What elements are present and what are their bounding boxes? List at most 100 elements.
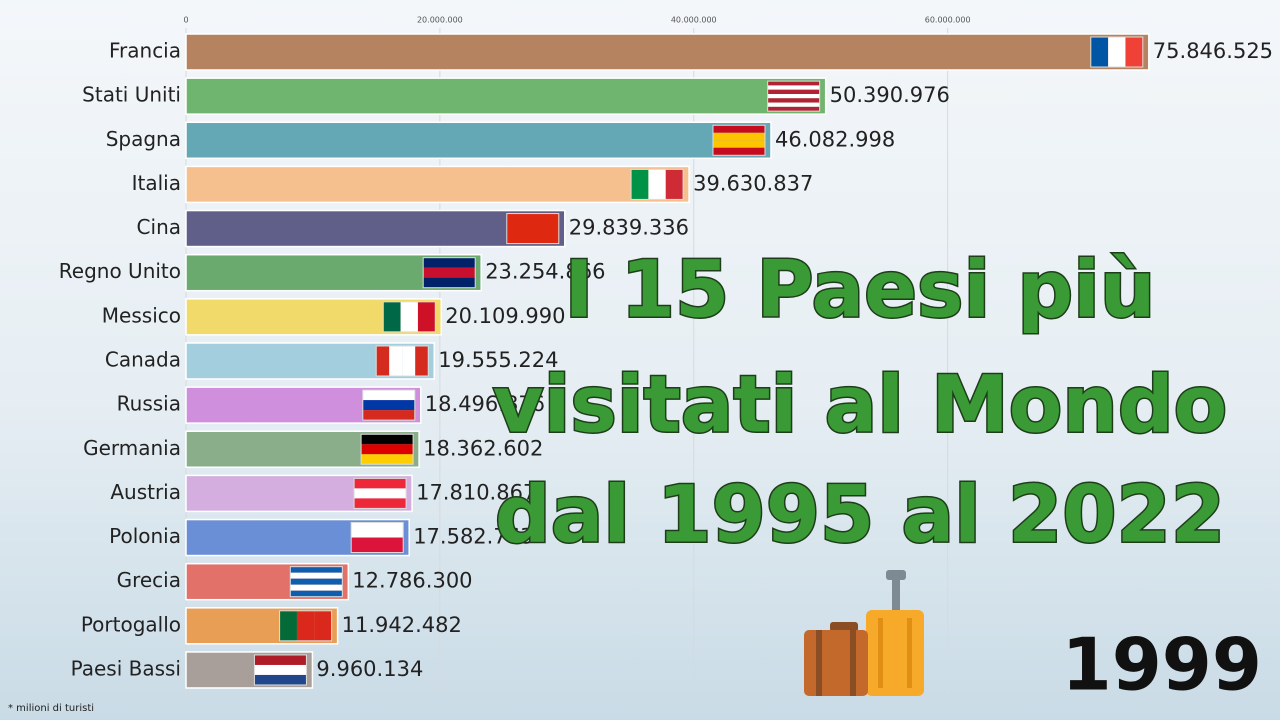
x-tick-label: 40.000.000 bbox=[671, 16, 717, 25]
title-line: dal 1995 al 2022 bbox=[495, 470, 1225, 560]
y-tick-label: Polonia bbox=[109, 524, 181, 548]
flag-stripe bbox=[361, 434, 414, 445]
flag-stripe bbox=[254, 654, 307, 665]
value-label: 20.109.990 bbox=[445, 304, 565, 328]
flag-border bbox=[289, 566, 343, 598]
y-tick-label: Messico bbox=[102, 303, 181, 327]
flag-stripe bbox=[254, 664, 307, 675]
flag-border bbox=[1090, 36, 1144, 68]
flag-stripe bbox=[648, 169, 666, 200]
flag-stripe bbox=[712, 132, 765, 141]
flag-stripe bbox=[254, 674, 307, 685]
flag-stripe bbox=[389, 345, 403, 376]
flag-stripe bbox=[767, 102, 820, 107]
value-label: 17.810.867 bbox=[416, 480, 536, 504]
y-tick-label: Spagna bbox=[106, 127, 181, 151]
bar bbox=[185, 165, 690, 204]
flag-stripe bbox=[290, 584, 343, 591]
flag-stripe bbox=[423, 267, 476, 278]
flag-stripe bbox=[362, 390, 415, 401]
flag-stripe bbox=[767, 106, 820, 112]
value-label: 17.582.763 bbox=[413, 525, 533, 549]
flag-stripe bbox=[351, 537, 404, 553]
bar bbox=[185, 33, 1150, 71]
y-tick-label: Regno Unito bbox=[59, 259, 181, 283]
flag-stripe bbox=[767, 93, 820, 99]
value-label: 11.942.482 bbox=[342, 613, 462, 637]
flag-stripe bbox=[290, 590, 343, 597]
flag-stripe bbox=[361, 454, 414, 465]
flag-border bbox=[362, 389, 416, 421]
flag-stripe bbox=[767, 98, 820, 103]
flag-stripe bbox=[665, 169, 684, 200]
flag-stripe bbox=[400, 301, 418, 332]
value-label: 19.555.224 bbox=[438, 348, 558, 372]
flag-stripe bbox=[712, 147, 765, 156]
flag-stripe bbox=[290, 578, 343, 585]
flag-stripe bbox=[631, 169, 649, 200]
flag-stripe bbox=[279, 610, 297, 641]
y-tick-label: Stati Uniti bbox=[82, 83, 181, 107]
value-label: 75.846.525 bbox=[1153, 39, 1273, 63]
flag-border bbox=[767, 80, 821, 112]
flag-stripe bbox=[376, 345, 390, 376]
bar bbox=[185, 121, 772, 160]
flag-border bbox=[353, 477, 407, 509]
flag-stripe bbox=[354, 498, 407, 509]
flag-stripe bbox=[361, 444, 414, 455]
flag-stripe bbox=[415, 345, 429, 376]
y-tick-label: Cina bbox=[137, 215, 181, 239]
x-tick-label: 20.000.000 bbox=[417, 16, 463, 25]
y-tick-label: Paesi Bassi bbox=[71, 656, 181, 680]
value-label: 23.254.866 bbox=[485, 260, 605, 284]
value-label: 9.960.134 bbox=[316, 657, 423, 681]
flag-border bbox=[506, 213, 560, 245]
y-tick-label: Italia bbox=[132, 171, 181, 195]
value-label: 29.839.336 bbox=[569, 216, 689, 240]
flag-stripe bbox=[712, 140, 765, 148]
y-tick-label: Francia bbox=[109, 39, 181, 63]
plot: 0 20.000.000 40.000.000 60.000.000 Francia 75… bbox=[59, 16, 1273, 700]
year-label: 1999 bbox=[1062, 623, 1262, 707]
flag-stripe bbox=[362, 410, 415, 421]
footnote: * milioni di turisti bbox=[8, 703, 94, 714]
flag-stripe bbox=[1108, 37, 1126, 67]
x-tick-label: 0 bbox=[183, 16, 188, 25]
luggage-icon bbox=[804, 570, 924, 696]
value-label: 46.082.998 bbox=[775, 127, 895, 151]
bar bbox=[185, 209, 566, 248]
flag-stripe bbox=[506, 213, 559, 244]
flag-stripe bbox=[354, 478, 407, 489]
flag-stripe bbox=[383, 301, 401, 332]
flag-stripe bbox=[351, 522, 404, 538]
flag-stripe bbox=[767, 89, 820, 94]
flag-border bbox=[630, 168, 684, 200]
value-label: 18.496.876 bbox=[425, 392, 545, 416]
flag-stripe bbox=[314, 610, 332, 641]
flag-border bbox=[382, 301, 436, 333]
flag-stripe bbox=[296, 610, 315, 641]
y-tick-label: Portogallo bbox=[81, 612, 181, 636]
flag-stripe bbox=[423, 257, 476, 268]
flag-border bbox=[360, 433, 414, 465]
flag-stripe bbox=[354, 488, 407, 499]
y-tick-label: Grecia bbox=[117, 568, 181, 592]
title-line: visitati al Mondo bbox=[493, 360, 1228, 450]
flag-border bbox=[350, 522, 404, 554]
y-tick-label: Russia bbox=[117, 392, 181, 416]
value-label: 50.390.976 bbox=[830, 83, 950, 107]
flag-border bbox=[279, 610, 333, 642]
flag-border bbox=[253, 654, 307, 686]
flag-stripe bbox=[423, 277, 476, 288]
flag-border bbox=[422, 257, 476, 289]
y-tick-label: Austria bbox=[110, 480, 181, 504]
flag-stripe bbox=[767, 81, 820, 86]
flag-stripe bbox=[290, 572, 343, 579]
flag-stripe bbox=[712, 125, 765, 133]
value-label: 12.786.300 bbox=[352, 569, 472, 593]
y-tick-label: Germania bbox=[83, 436, 181, 460]
value-label: 39.630.837 bbox=[693, 171, 813, 195]
value-label: 18.362.602 bbox=[423, 436, 543, 460]
